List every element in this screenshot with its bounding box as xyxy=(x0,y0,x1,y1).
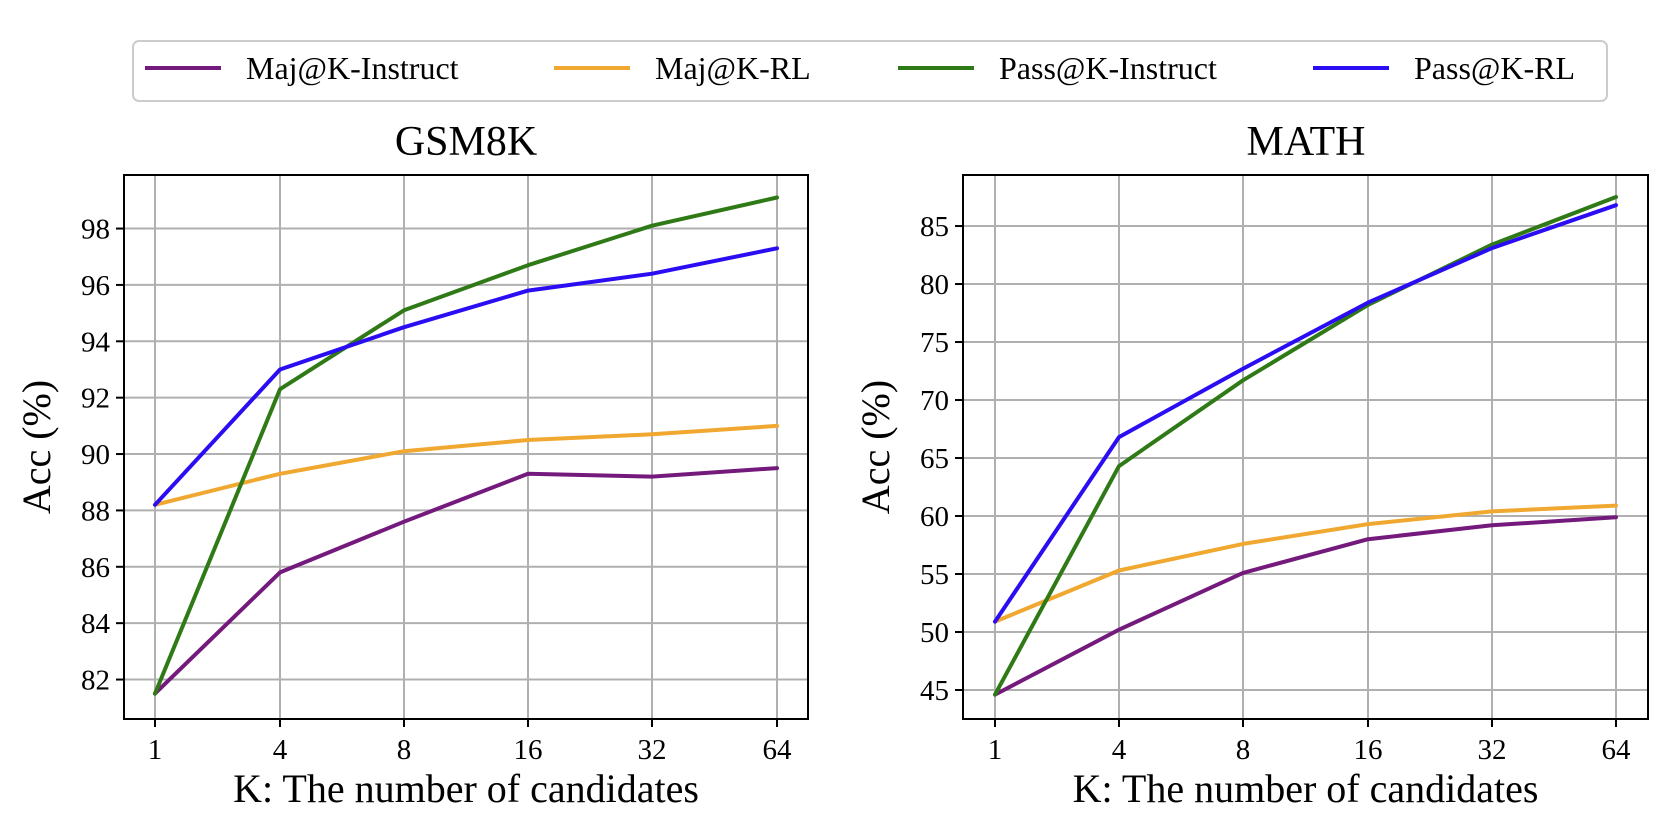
x-axis-label: K: The number of candidates xyxy=(233,766,699,811)
y-tick-label: 82 xyxy=(81,665,110,697)
series-line-maj-k-instruct xyxy=(153,466,779,696)
x-tick-label: 8 xyxy=(1236,734,1251,766)
legend-label: Pass@K-Instruct xyxy=(999,50,1217,86)
x-tick-label: 16 xyxy=(1354,734,1383,766)
chart-panel-math: 1 4 8 16 32 64 45 50 55 60 65 70 75 80 85 MATH K: The nu… xyxy=(853,119,1649,811)
legend-item-pass-k-instruct: Pass@K-Instruct xyxy=(898,50,1217,86)
chart-title: MATH xyxy=(1246,119,1365,165)
y-tick-label: 75 xyxy=(920,327,949,359)
x-tick-label: 1 xyxy=(988,734,1003,766)
y-tick-label: 55 xyxy=(920,559,949,591)
series-line-pass-k-instruct xyxy=(153,195,779,696)
legend-label: Maj@K-RL xyxy=(655,50,811,86)
legend-frame xyxy=(132,40,1608,102)
legend-label: Maj@K-Instruct xyxy=(246,50,459,86)
y-tick-label: 96 xyxy=(81,270,110,302)
series-line-pass-k-rl xyxy=(153,246,779,507)
axes-frame xyxy=(123,174,809,720)
x-tick-label: 32 xyxy=(638,734,667,766)
legend-item-maj-k-instruct: Maj@K-Instruct xyxy=(145,50,459,86)
y-axis-label: Acc (%) xyxy=(853,380,898,514)
y-tick-label: 70 xyxy=(920,385,949,417)
x-tick-label: 4 xyxy=(273,734,288,766)
x-tick-label: 8 xyxy=(397,734,412,766)
series-line-maj-k-instruct xyxy=(993,515,1618,697)
axes-frame xyxy=(962,174,1649,720)
y-tick-label: 85 xyxy=(920,211,949,243)
y-tick-label: 80 xyxy=(920,269,949,301)
y-tick-label: 65 xyxy=(920,443,949,475)
y-tick-label: 98 xyxy=(81,214,110,246)
x-tick-label: 16 xyxy=(514,734,543,766)
y-tick-label: 92 xyxy=(81,383,110,415)
series-line-pass-k-rl xyxy=(993,203,1618,624)
legend: Maj@K-Instruct Maj@K-RL Pass@K-Instruct Pas… xyxy=(132,40,1608,102)
y-tick-label: 50 xyxy=(920,617,949,649)
legend-item-maj-k-rl: Maj@K-RL xyxy=(554,50,811,86)
x-axis-label: K: The number of candidates xyxy=(1073,766,1539,811)
series-line-maj-k-rl xyxy=(993,503,1618,624)
chart-title: GSM8K xyxy=(395,119,537,165)
y-tick-label: 84 xyxy=(81,608,111,640)
chart-panel-gsm8k: 1 4 8 16 32 64 82 84 86 88 90 92 94 96 98 GSM8K K: The n… xyxy=(14,119,809,811)
legend-item-pass-k-rl: Pass@K-RL xyxy=(1313,50,1575,86)
y-axis-label: Acc (%) xyxy=(14,380,59,514)
y-tick-label: 90 xyxy=(81,439,110,471)
series-line-maj-k-rl xyxy=(153,423,779,507)
x-tick-label: 4 xyxy=(1112,734,1127,766)
y-tick-label: 88 xyxy=(81,495,110,527)
x-tick-label: 64 xyxy=(1602,734,1632,766)
y-tick-label: 60 xyxy=(920,501,949,533)
y-tick-label: 86 xyxy=(81,552,110,584)
x-tick-label: 32 xyxy=(1478,734,1507,766)
legend-label: Pass@K-RL xyxy=(1414,50,1575,86)
x-tick-label: 1 xyxy=(148,734,163,766)
y-tick-label: 45 xyxy=(920,675,949,707)
series-line-pass-k-instruct xyxy=(993,195,1618,697)
x-tick-label: 64 xyxy=(763,734,793,766)
y-tick-label: 94 xyxy=(81,326,111,358)
